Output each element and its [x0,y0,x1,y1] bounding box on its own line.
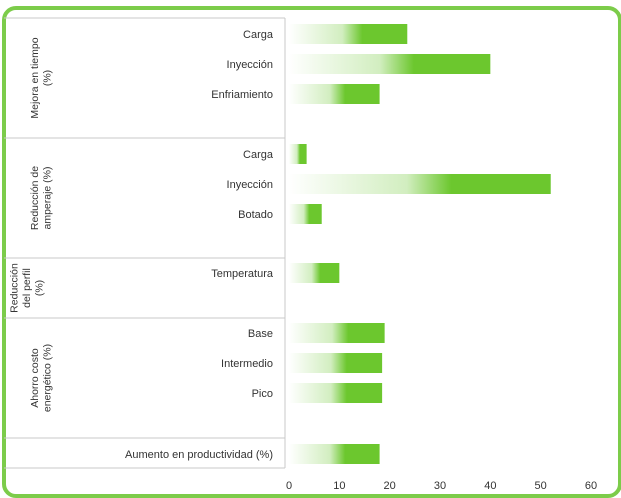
bar [289,323,385,343]
x-tick-label: 0 [286,480,292,492]
category-label: Carga [243,29,274,41]
category-label: Aumento en productividad (%) [125,449,273,461]
bar [289,353,383,373]
category-labels: Carga Inyección Enfriamiento Carga Inyección… [125,29,274,461]
x-axis-ticks: 0 10 20 30 40 50 60 [286,480,597,492]
category-label: Pico [252,388,273,400]
category-label: Temperatura [211,268,274,280]
category-label: Botado [238,209,273,221]
category-label: Intermedio [221,358,273,370]
category-label: Base [248,328,273,340]
x-tick-label: 20 [384,480,396,492]
bar [289,204,322,224]
group-label: Ahorro costoenergético (%) [29,344,54,412]
x-tick-label: 10 [333,480,345,492]
group-label: Reduccióndel perfil(%) [9,263,46,313]
bar [289,84,380,104]
bar [289,174,551,194]
x-tick-label: 30 [434,480,446,492]
group-label: Reducción deamperaje (%) [29,166,54,230]
group-labels: Mejora en tiempo(%) Reducción deamperaje … [9,37,54,412]
bars [289,24,551,464]
category-label: Inyección [227,179,273,191]
bar [289,54,491,74]
bar [289,383,383,403]
category-label: Carga [243,149,274,161]
x-tick-label: 50 [535,480,547,492]
category-label: Inyección [227,59,273,71]
bar [289,144,307,164]
x-tick-label: 40 [484,480,496,492]
bar [289,24,408,44]
group-label: Mejora en tiempo(%) [29,37,54,118]
category-grid-lines [4,17,286,469]
x-tick-label: 60 [585,480,597,492]
bar [289,263,340,283]
bar [289,444,380,464]
category-label: Enfriamiento [211,89,273,101]
